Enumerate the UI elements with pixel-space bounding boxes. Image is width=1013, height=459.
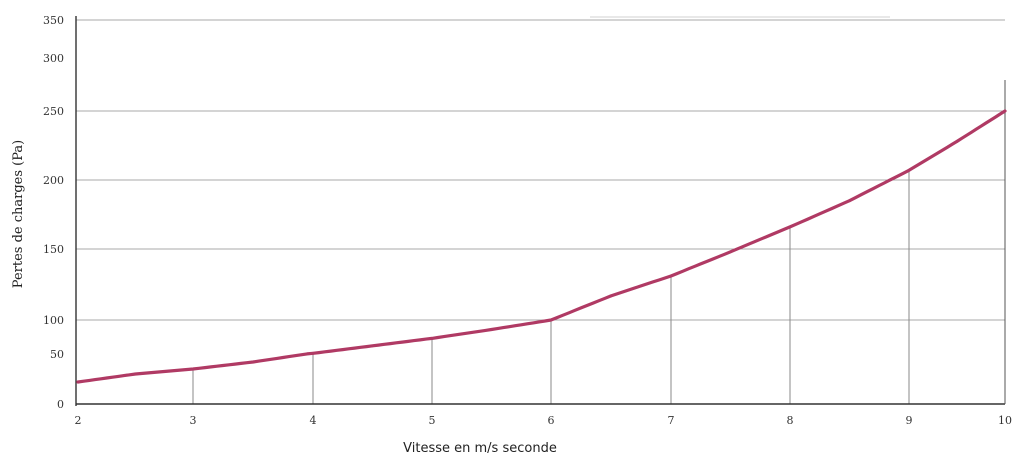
data-point [669, 274, 673, 278]
data-point [1003, 109, 1007, 113]
data-point [549, 318, 553, 322]
series-layer [76, 109, 1007, 384]
data-point [371, 344, 374, 348]
x-tick-label-4: 4 [310, 414, 317, 427]
y-tick-label-250: 250 [43, 105, 64, 118]
y-tick-label-100: 100 [43, 314, 64, 327]
series-line [76, 109, 1007, 384]
x-tick-label-2: 2 [75, 414, 82, 427]
x-tick-label-6: 6 [548, 414, 555, 427]
x-tick-label-10: 10 [998, 414, 1012, 427]
data-point [907, 168, 911, 172]
x-tick-label-5: 5 [429, 414, 436, 427]
data-point [134, 372, 137, 376]
axes [75, 16, 1006, 406]
y-tick-label-200: 200 [43, 174, 64, 187]
y-tick-label-0: 0 [57, 398, 64, 411]
data-point [191, 367, 195, 371]
data-point [848, 199, 851, 203]
data-point [76, 380, 80, 384]
data-point [609, 294, 613, 298]
y-axis-title: Pertes de charges (Pa) [11, 140, 26, 288]
data-point [430, 336, 434, 340]
y-tick-label-300: 300 [43, 52, 64, 65]
x-tick-label-9: 9 [906, 414, 913, 427]
data-point [729, 250, 732, 254]
y-tick-label-350: 350 [43, 14, 64, 27]
data-point [955, 139, 959, 143]
vertical-drop-lines [192, 170, 910, 404]
data-point [251, 360, 255, 364]
x-tick-labels: 2 3 4 5 6 7 8 9 10 [75, 414, 1013, 427]
data-point [311, 351, 315, 355]
y-tick-labels: 0 50 100 150 200 250 300 350 [43, 14, 64, 411]
x-tick-label-3: 3 [190, 414, 197, 427]
x-axis-title: Vitesse en m/s seconde [403, 441, 557, 456]
data-point [490, 328, 493, 331]
data-point [788, 225, 792, 229]
grid-lines [76, 16, 1005, 321]
y-tick-label-50: 50 [50, 348, 64, 361]
y-tick-label-150: 150 [43, 243, 64, 256]
x-tick-label-8: 8 [787, 414, 794, 427]
x-tick-label-7: 7 [668, 414, 675, 427]
